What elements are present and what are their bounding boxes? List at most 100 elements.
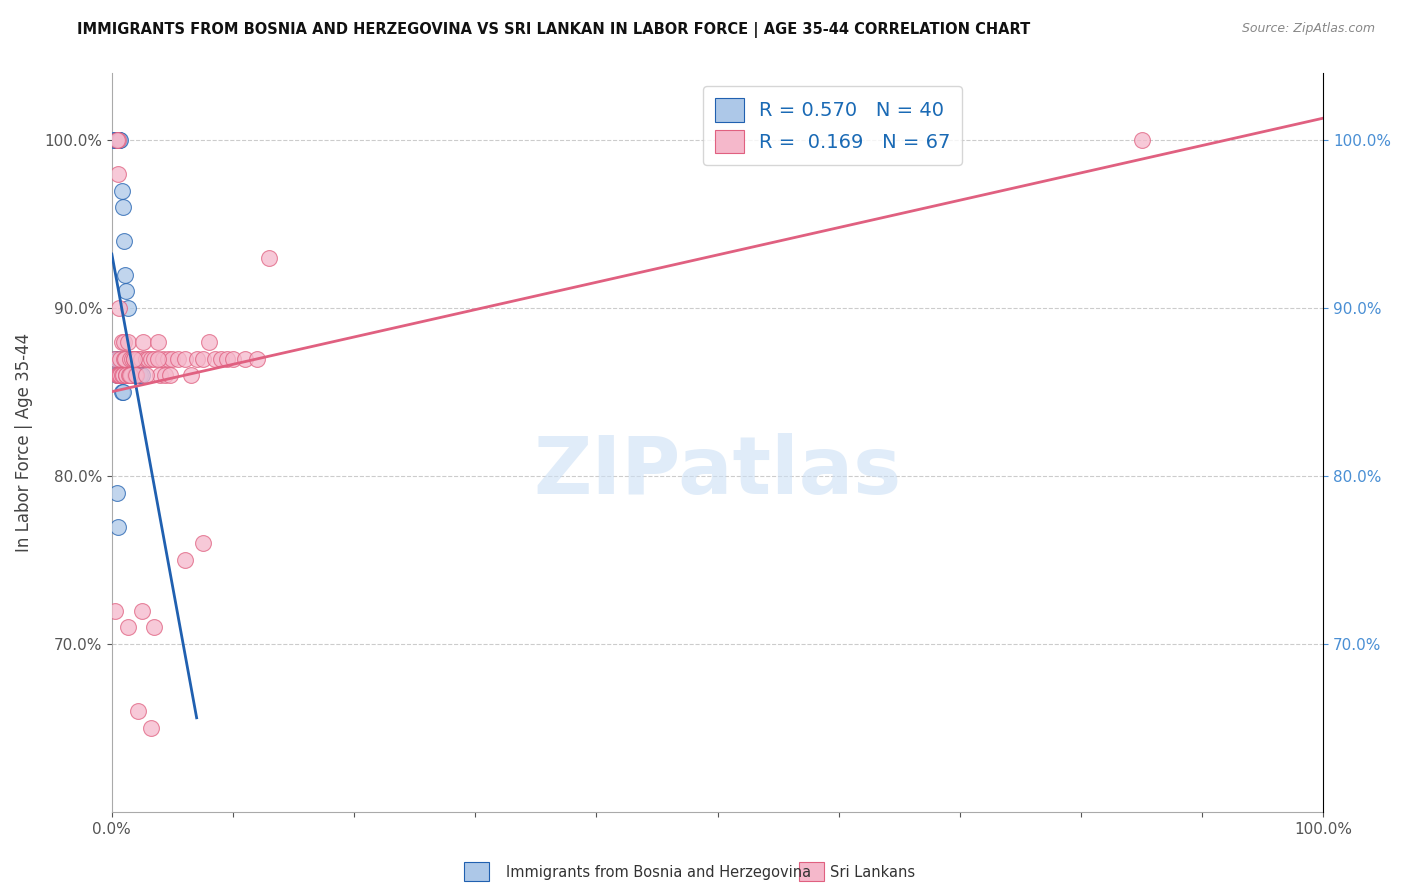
- Point: [112, 351, 135, 366]
- Point: [104, 351, 127, 366]
- Text: Source: ZipAtlas.com: Source: ZipAtlas.com: [1241, 22, 1375, 36]
- Point: [122, 351, 145, 366]
- Point: [110, 351, 132, 366]
- Point: [111, 368, 134, 383]
- Point: [146, 334, 169, 349]
- Point: [105, 133, 128, 147]
- Point: [110, 368, 132, 383]
- Point: [110, 368, 132, 383]
- Point: [121, 351, 143, 366]
- Point: [125, 368, 148, 383]
- Point: [215, 351, 238, 366]
- Point: [1130, 133, 1153, 147]
- Point: [115, 368, 138, 383]
- Point: [108, 133, 131, 147]
- Point: [110, 368, 132, 383]
- Point: [143, 351, 166, 366]
- Point: [110, 184, 132, 198]
- Point: [110, 385, 132, 400]
- Point: [107, 519, 129, 533]
- Point: [118, 368, 141, 383]
- Point: [131, 603, 153, 617]
- Point: [107, 133, 129, 147]
- Text: Immigrants from Bosnia and Herzegovina: Immigrants from Bosnia and Herzegovina: [506, 865, 811, 880]
- Point: [110, 334, 132, 349]
- Point: [139, 351, 162, 366]
- Point: [135, 351, 157, 366]
- Point: [105, 133, 128, 147]
- Point: [112, 334, 135, 349]
- Point: [122, 351, 145, 366]
- Point: [110, 368, 132, 383]
- Point: [107, 133, 129, 147]
- Point: [117, 368, 139, 383]
- Point: [111, 385, 134, 400]
- Point: [233, 351, 256, 366]
- Point: [162, 351, 184, 366]
- Point: [114, 351, 136, 366]
- Point: [103, 133, 125, 147]
- Text: IMMIGRANTS FROM BOSNIA AND HERZEGOVINA VS SRI LANKAN IN LABOR FORCE | AGE 35-44 : IMMIGRANTS FROM BOSNIA AND HERZEGOVINA V…: [77, 22, 1031, 38]
- Point: [108, 133, 131, 147]
- Point: [127, 704, 149, 718]
- Point: [107, 351, 129, 366]
- Point: [125, 351, 148, 366]
- Point: [111, 200, 134, 214]
- Point: [173, 351, 195, 366]
- Point: [114, 368, 136, 383]
- Point: [104, 133, 127, 147]
- Point: [115, 368, 138, 383]
- Point: [132, 334, 155, 349]
- Point: [222, 351, 245, 366]
- Point: [114, 268, 136, 282]
- Point: [107, 368, 129, 383]
- Point: [115, 368, 138, 383]
- Point: [118, 368, 141, 383]
- Point: [104, 603, 127, 617]
- Point: [115, 285, 138, 299]
- Point: [259, 251, 281, 265]
- Point: [118, 368, 141, 383]
- Point: [180, 368, 202, 383]
- Point: [159, 368, 181, 383]
- Point: [112, 368, 135, 383]
- Point: [112, 234, 135, 248]
- Text: Sri Lankans: Sri Lankans: [830, 865, 915, 880]
- Point: [117, 334, 139, 349]
- Point: [204, 351, 226, 366]
- Point: [108, 368, 131, 383]
- Point: [120, 368, 142, 383]
- Point: [191, 351, 214, 366]
- Point: [139, 721, 162, 735]
- Point: [153, 368, 176, 383]
- Point: [115, 368, 138, 383]
- Point: [111, 368, 134, 383]
- Point: [149, 368, 172, 383]
- Point: [152, 351, 174, 366]
- Point: [114, 351, 136, 366]
- Point: [104, 351, 127, 366]
- Point: [117, 620, 139, 634]
- Point: [136, 351, 159, 366]
- Point: [131, 368, 153, 383]
- Point: [124, 368, 146, 383]
- Point: [156, 351, 179, 366]
- Point: [108, 368, 131, 383]
- Point: [197, 334, 219, 349]
- Point: [105, 368, 128, 383]
- Point: [108, 301, 131, 315]
- Point: [110, 368, 132, 383]
- Point: [128, 368, 150, 383]
- Point: [110, 133, 132, 147]
- Point: [173, 553, 195, 567]
- Point: [118, 351, 141, 366]
- Point: [186, 351, 208, 366]
- Point: [112, 368, 135, 383]
- Point: [246, 351, 269, 366]
- Point: [118, 368, 141, 383]
- Text: ZIPatlas: ZIPatlas: [533, 434, 901, 511]
- Point: [117, 301, 139, 315]
- Point: [108, 368, 131, 383]
- Point: [129, 351, 152, 366]
- Point: [191, 536, 214, 550]
